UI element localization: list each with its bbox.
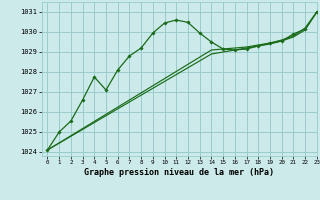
X-axis label: Graphe pression niveau de la mer (hPa): Graphe pression niveau de la mer (hPa) <box>84 168 274 177</box>
